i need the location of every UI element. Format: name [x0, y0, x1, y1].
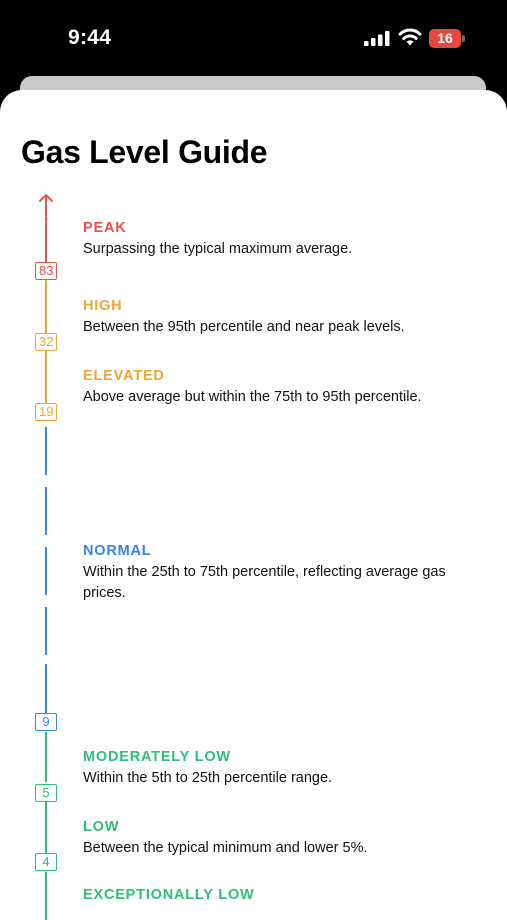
timeline-segment-normal-4 [45, 607, 47, 655]
threshold-badge: 5 [35, 784, 57, 802]
arrow-up-icon [39, 194, 53, 217]
battery-icon: 16 [429, 29, 467, 48]
level-title: HIGH [83, 298, 123, 314]
threshold-badge: 4 [35, 853, 57, 871]
page-title: Gas Level Guide [21, 134, 268, 170]
level-description: Between the typical minimum and lower 5%… [83, 840, 368, 856]
battery-body [429, 29, 461, 48]
level-title: NORMAL [83, 543, 152, 559]
threshold-badge: 32 [35, 333, 58, 351]
level-entry-normal: NORMAL Within the 25th to 75th percentil… [83, 542, 478, 604]
battery-cap [462, 35, 465, 42]
level-title: ELEVATED [83, 368, 165, 384]
timeline-segment-exceptionally-low [45, 872, 47, 920]
wifi-icon [398, 28, 422, 46]
level-description: Within the 25th to 75th percentile, refl… [83, 564, 446, 601]
level-entry-low: LOW Between the typical minimum and lowe… [83, 818, 483, 859]
level-entry-high: HIGH Between the 95th percentile and nea… [83, 297, 483, 338]
threshold-badge: 19 [35, 403, 58, 421]
timeline-segment-moderately-low [45, 732, 47, 782]
threshold-badge: 9 [35, 713, 57, 731]
timeline-segment-peak [45, 217, 47, 262]
status-time: 9:44 [68, 26, 112, 49]
timeline-segment-elevated [45, 350, 47, 403]
timeline-segment-normal-5 [45, 664, 47, 714]
level-entry-peak: PEAK Surpassing the typical maximum aver… [83, 219, 483, 260]
timeline-segment-normal-3 [45, 547, 47, 595]
timeline-segment-normal-2 [45, 487, 47, 535]
level-title: PEAK [83, 220, 127, 236]
level-title: LOW [83, 819, 120, 835]
guide-sheet[interactable]: Gas Level Guide 83 32 19 9 5 4 PEAK Surp… [0, 90, 507, 920]
threshold-badge: 83 [35, 262, 58, 280]
level-description: Above average but within the 75th to 95t… [83, 389, 422, 405]
level-title: EXCEPTIONALLY LOW [83, 887, 255, 903]
level-entry-moderately-low: MODERATELY LOW Within the 5th to 25th pe… [83, 748, 483, 789]
level-entry-exceptionally-low: EXCEPTIONALLY LOW [83, 886, 483, 904]
battery-level: 16 [437, 30, 453, 46]
status-bar: 9:44 16 [0, 0, 507, 78]
level-description: Within the 5th to 25th percentile range. [83, 770, 333, 786]
timeline-segment-high [45, 280, 47, 334]
timeline-segment-normal-1 [45, 427, 47, 475]
cellular-signal-icon [364, 31, 390, 46]
level-entry-elevated: ELEVATED Above average but within the 75… [83, 367, 483, 408]
level-description: Between the 95th percentile and near pea… [83, 319, 405, 335]
level-description: Surpassing the typical maximum average. [83, 241, 353, 257]
level-title: MODERATELY LOW [83, 749, 231, 765]
timeline-segment-low [45, 801, 47, 853]
